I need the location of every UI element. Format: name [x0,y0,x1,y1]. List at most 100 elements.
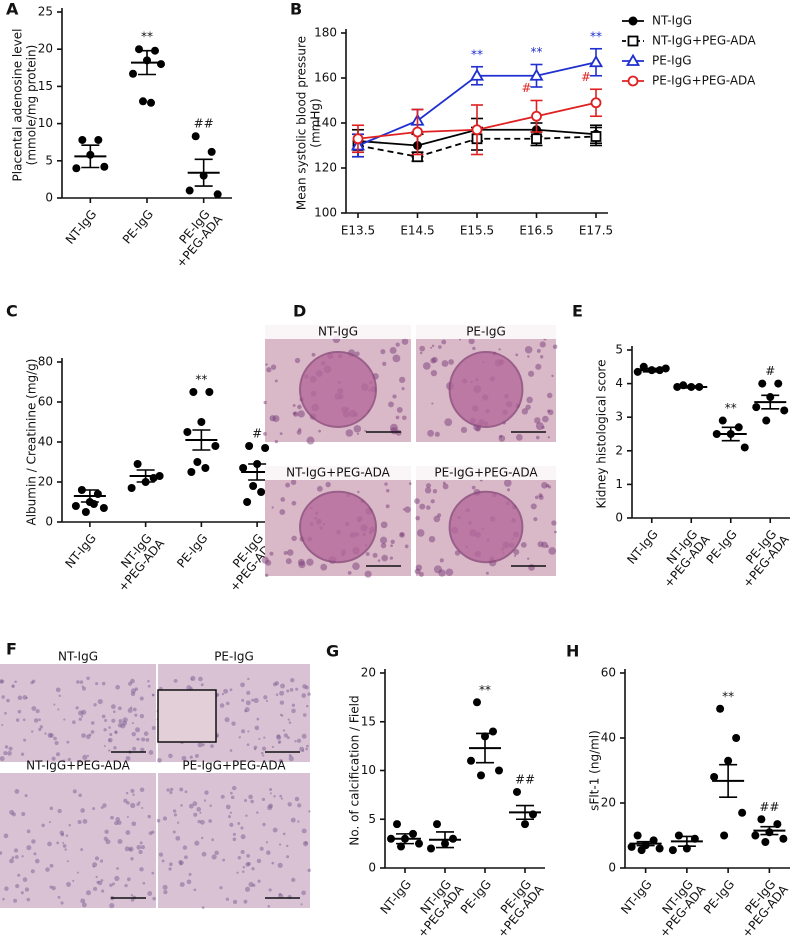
texture [448,359,454,365]
error-bar [721,426,740,442]
texture [179,882,185,887]
texture [55,687,61,693]
texture [290,817,296,823]
data-point [257,488,266,496]
texture [296,738,302,743]
texture [353,425,362,433]
annotation: # [521,81,531,95]
texture [30,681,34,685]
x-tick-label: NT-IgG [63,207,99,247]
texture [49,863,54,868]
texture [192,801,198,807]
texture [241,729,246,734]
texture [528,564,535,571]
texture [301,733,307,739]
texture [268,888,272,892]
y-tick-label: 5 [615,343,623,357]
error-bar [81,144,100,169]
texture [545,483,550,488]
texture [1,724,4,727]
y-tick-label: 180 [314,26,337,40]
texture [244,798,248,802]
texture [129,848,132,851]
texture [190,678,193,681]
texture [285,482,291,488]
texture [422,362,431,370]
y-tick-label: 0 [608,861,616,875]
texture [169,791,173,795]
texture [163,890,168,895]
texture [33,852,37,856]
panel-letter: D [293,302,306,321]
texture [211,854,217,860]
data-point [72,164,81,173]
error-bar [682,385,701,389]
texture [364,570,372,578]
texture [117,838,123,845]
texture [354,351,360,357]
data-point [157,60,165,69]
texture [48,821,51,824]
panel-letter: F [6,640,17,659]
texture [220,794,225,799]
texture [430,499,435,504]
texture [114,875,120,881]
error-bar [719,763,738,798]
texture [240,682,245,688]
texture [388,401,394,408]
texture [291,708,296,714]
texture [248,794,253,800]
texture [131,821,137,827]
texture [533,517,538,522]
texture [1,695,5,699]
texture [53,736,57,741]
data-point [393,820,401,829]
texture [286,549,294,556]
texture [151,871,155,875]
texture [246,743,250,747]
texture [114,730,118,734]
texture [151,726,156,731]
data-point [661,364,670,373]
texture [199,811,202,814]
data-point [780,406,789,415]
inset [157,689,217,743]
texture [31,839,36,844]
texture [134,713,138,717]
texture [23,738,27,742]
texture [14,855,19,859]
data-point [207,147,216,156]
panel-letter: E [572,302,583,321]
y-tick-label: 20 [38,42,53,56]
texture [7,751,12,756]
texture [241,698,245,702]
texture [80,898,86,904]
texture [535,363,542,370]
texture [126,816,129,819]
texture [380,349,386,355]
texture [141,737,146,742]
data-point [187,468,196,476]
image-label: PE-IgG [214,650,254,664]
y-tick-label: 140 [314,116,337,130]
texture [130,788,135,793]
texture [289,688,294,692]
texture [259,846,264,851]
texture [278,843,282,846]
texture [92,865,95,868]
texture [90,730,95,734]
marker [412,126,423,138]
texture [135,727,140,733]
panel-letter: H [566,642,579,661]
texture [528,370,535,377]
x-tick-label: E15.5 [460,224,494,238]
y-tick-label: 0 [45,191,53,205]
texture [223,688,229,694]
error-bar [636,840,655,847]
y-axis-label: sFlt-1 (ng/ml) [588,730,602,811]
texture [225,701,230,706]
data-point [521,820,529,829]
texture [267,904,271,908]
texture [196,807,202,812]
texture [104,829,109,834]
